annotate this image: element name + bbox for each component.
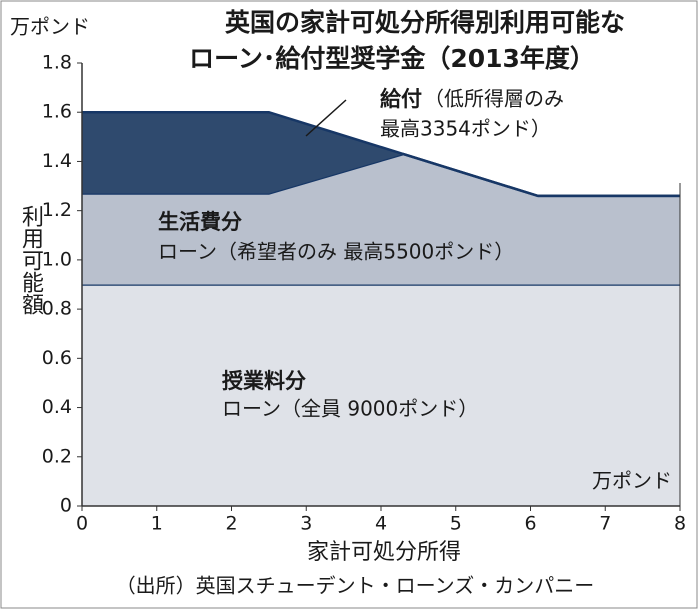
leader-line [305,99,347,137]
x-tick-label: 0 [76,513,88,535]
chart-title: 英国の家計可処分所得別利用可能な [225,8,625,37]
x-tick-label: 8 [674,513,686,535]
series-note: ローン（全員 9000ポンド） [222,397,478,421]
series-note: （低所得層のみ [424,87,564,111]
y-tick-label: 1.2 [42,199,72,221]
area-edge [82,110,680,198]
y-tick-label: 0.6 [42,347,72,369]
series-note: ローン（希望者のみ 最高5500ポンド） [158,240,514,264]
y-tick-label: 0.4 [42,396,72,418]
x-tick-label: 1 [151,513,163,535]
plot-area [77,62,681,511]
y-tick-label: 1.0 [42,248,72,270]
x-tick-label: 7 [599,513,611,535]
y-tick-label: 1.6 [42,101,72,123]
x-unit: 万ポンド [592,469,672,493]
x-axis-label: 家計可処分所得 [307,540,461,565]
chart-title: ローン･給付型奨学金（2013年度） [189,44,595,73]
area [82,154,680,285]
area [82,112,680,196]
y-tick-label: 1.8 [42,52,72,74]
x-tick-label: 4 [375,513,387,535]
y-tick-label: 1.4 [42,150,72,172]
y-tick-label: 0.8 [42,298,72,320]
y-tick-label: 0.2 [42,445,72,467]
y-axis-label: 利用可能額 [18,205,44,315]
x-tick-label: 3 [300,513,312,535]
x-tick-label: 6 [524,513,536,535]
x-tick-label: 2 [225,513,237,535]
area [82,284,680,506]
y-unit: 万ポンド [10,15,90,39]
x-tick-label: 5 [450,513,462,535]
series-note: 最高3354ポンド） [380,117,551,141]
series-label: 給付 [380,87,422,111]
series-label: 授業料分 [222,369,306,393]
series-label: 生活費分 [158,210,242,234]
y-tick-label: 0 [60,495,72,517]
source: （出所）英国スチューデント・ローンズ・カンパニー [116,574,595,598]
